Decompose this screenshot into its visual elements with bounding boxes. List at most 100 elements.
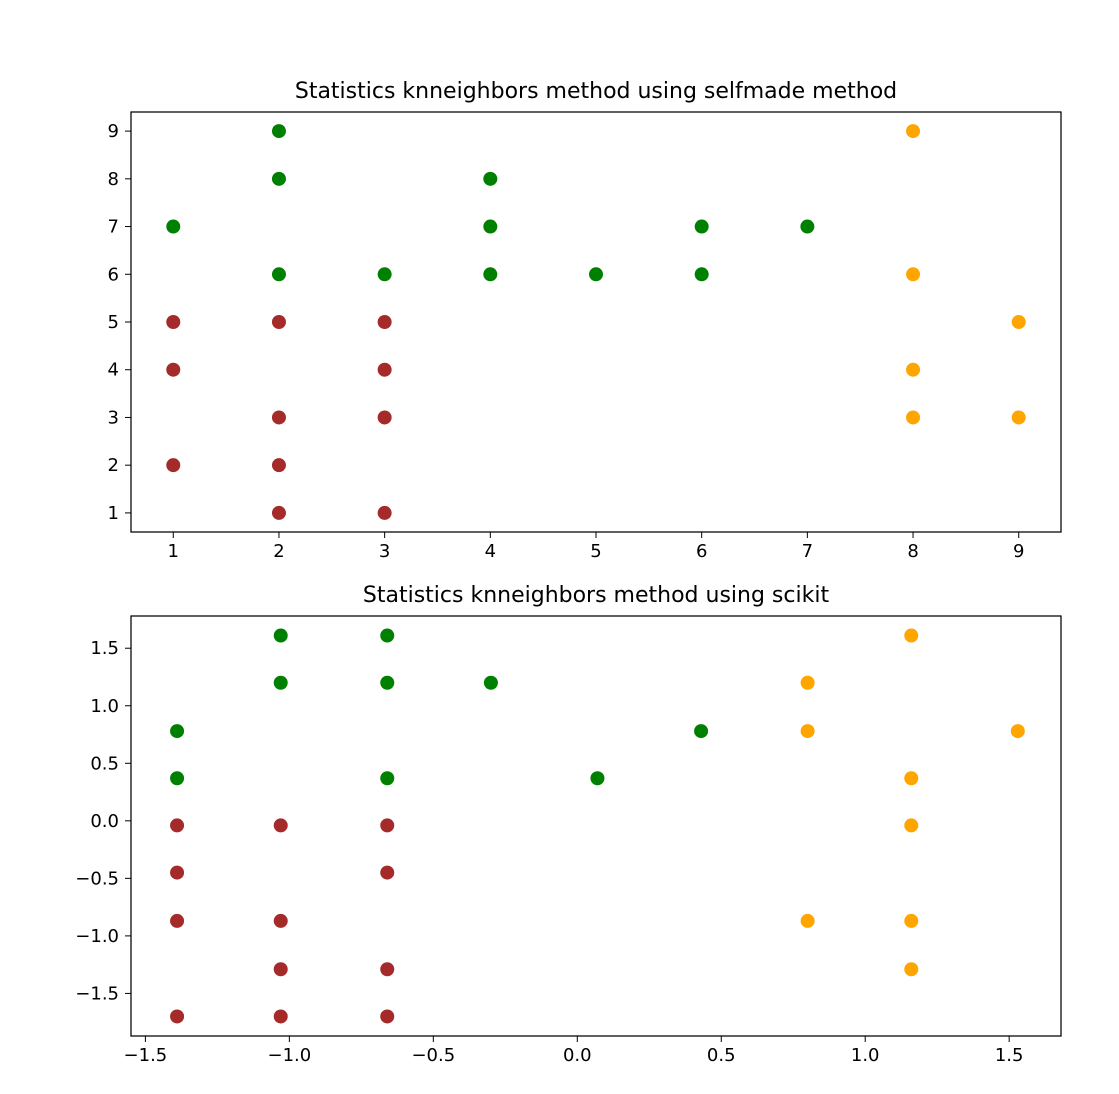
scatter-point-orange	[1010, 724, 1025, 739]
scatter-point-brown	[273, 818, 288, 833]
scatter-point-orange	[906, 410, 921, 425]
scatter-point-brown	[271, 505, 286, 520]
x-tick-label: 1.5	[995, 1045, 1024, 1066]
scatter-point-green	[800, 219, 815, 234]
scatter-point-orange	[800, 724, 815, 739]
scatter-point-green	[483, 219, 498, 234]
y-tick-label: 1.0	[90, 696, 119, 717]
scatter-point-brown	[271, 458, 286, 473]
scatter-point-brown	[271, 410, 286, 425]
scatter-point-green	[483, 675, 498, 690]
scatter-point-brown	[380, 962, 395, 977]
y-tick-label: −0.5	[75, 868, 119, 889]
y-tick-label: −1.0	[75, 926, 119, 947]
scatter-point-orange	[800, 675, 815, 690]
y-tick-label: 5	[108, 312, 119, 333]
y-tick-label: 0.0	[90, 811, 119, 832]
scatter-point-orange	[906, 267, 921, 282]
chart-panel-selfmade: Statistics knneighbors method using self…	[108, 79, 1062, 562]
scatter-point-green	[694, 724, 709, 739]
scatter-point-brown	[380, 1009, 395, 1024]
scatter-point-brown	[273, 962, 288, 977]
scatter-point-brown	[273, 913, 288, 928]
scatter-point-brown	[170, 865, 185, 880]
y-tick-label: 7	[108, 217, 119, 238]
scatter-point-brown	[166, 362, 181, 377]
scatter-point-green	[380, 628, 395, 643]
chart-title-selfmade: Statistics knneighbors method using self…	[295, 79, 897, 104]
x-tick-label: 4	[485, 541, 496, 562]
scatter-points-selfmade	[166, 124, 1026, 520]
scatter-point-green	[170, 724, 185, 739]
y-tick-label: 6	[108, 264, 119, 285]
x-tick-label: 2	[273, 541, 284, 562]
scatter-point-brown	[380, 865, 395, 880]
x-tick-label: 1	[168, 541, 179, 562]
plot-frame-scikit	[130, 615, 1062, 1037]
chart-panel-scikit: Statistics knneighbors method using scik…	[75, 583, 1062, 1066]
x-tick-label: 9	[1013, 541, 1024, 562]
scatter-point-green	[377, 267, 392, 282]
x-tick-label: 7	[802, 541, 813, 562]
x-tick-label: −0.5	[411, 1045, 455, 1066]
scatter-point-orange	[904, 628, 919, 643]
scatter-point-orange	[904, 913, 919, 928]
x-tick-label: 3	[379, 541, 390, 562]
y-tick-label: 0.5	[90, 753, 119, 774]
scatter-point-orange	[904, 818, 919, 833]
scatter-point-green	[271, 171, 286, 186]
x-tick-label: 1.0	[851, 1045, 880, 1066]
scatter-point-orange	[1011, 410, 1026, 425]
y-tick-label: 2	[108, 455, 119, 476]
y-tick-label: 9	[108, 121, 119, 142]
y-tick-label: 1.5	[90, 638, 119, 659]
scatter-point-green	[590, 771, 605, 786]
scatter-point-brown	[377, 505, 392, 520]
x-tick-label: 5	[590, 541, 601, 562]
scatter-point-brown	[377, 410, 392, 425]
scatter-point-green	[483, 171, 498, 186]
scatter-point-green	[694, 267, 709, 282]
scatter-point-brown	[170, 1009, 185, 1024]
x-tick-label: −1.0	[267, 1045, 311, 1066]
scatter-point-green	[170, 771, 185, 786]
x-tick-label: 8	[907, 541, 918, 562]
y-tick-label: 1	[108, 503, 119, 524]
scatter-point-green	[380, 675, 395, 690]
scatter-point-brown	[166, 315, 181, 329]
scatter-point-brown	[170, 913, 185, 928]
y-tick-label: 4	[108, 360, 119, 381]
x-tick-label: 0.5	[707, 1045, 736, 1066]
scatter-point-green	[694, 219, 709, 234]
scatter-points-scikit	[170, 628, 1025, 1024]
y-tick-label: 8	[108, 169, 119, 190]
scatter-point-brown	[377, 315, 392, 329]
scatter-point-green	[589, 267, 603, 282]
scatter-point-brown	[377, 362, 392, 377]
scatter-point-brown	[380, 818, 395, 833]
axis-ticks-scikit: −1.5 −1.0 −0.5 0.0 0.5 1.0 1.5 −1.5 −1.0 −0.5 0.0 0…	[75, 638, 1023, 1066]
scatter-point-orange	[1011, 315, 1026, 329]
scatter-point-orange	[904, 962, 919, 977]
scatter-point-green	[166, 219, 181, 234]
scatter-point-brown	[271, 315, 286, 329]
x-tick-label: −1.5	[124, 1045, 168, 1066]
plot-frame-selfmade	[130, 111, 1062, 533]
scatter-point-orange	[800, 913, 815, 928]
scatter-point-brown	[273, 1009, 288, 1024]
x-tick-label: 6	[696, 541, 707, 562]
scatter-point-orange	[906, 362, 921, 377]
scatter-point-orange	[904, 771, 919, 786]
scatter-point-green	[271, 124, 286, 139]
x-tick-label: 0.0	[563, 1045, 592, 1066]
chart-title-scikit: Statistics knneighbors method using scik…	[363, 583, 830, 608]
y-tick-label: −1.5	[75, 983, 119, 1004]
scatter-point-green	[273, 628, 288, 643]
scatter-point-orange	[906, 124, 921, 139]
scatter-point-brown	[166, 458, 181, 473]
scatter-point-green	[271, 267, 286, 282]
scatter-point-green	[483, 267, 498, 282]
scatter-point-brown	[170, 818, 185, 833]
axis-ticks-selfmade: 1 2 3 4 5 6 7 8 9 1 2 3 4 5 6 7 8 9	[108, 121, 1025, 562]
